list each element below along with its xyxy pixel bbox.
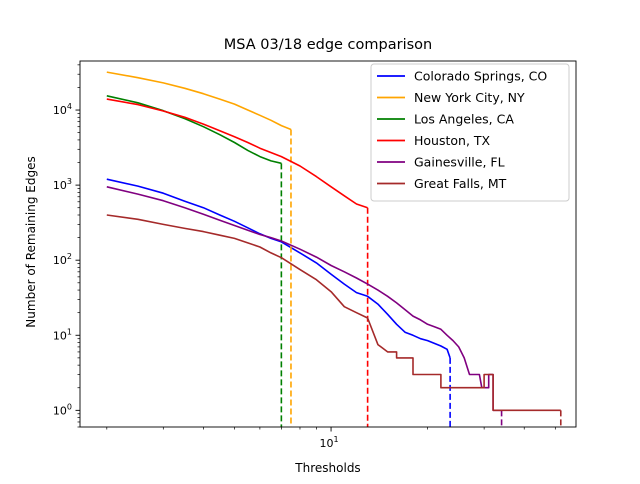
series-great-falls-mt <box>106 214 562 427</box>
legend-box <box>370 63 570 202</box>
y-tick-label: 100 <box>53 402 72 417</box>
series-gainesville-fl <box>106 186 503 427</box>
chart-title: MSA 03/18 edge comparison <box>224 37 432 53</box>
legend-label: Colorado Springs, CO <box>414 69 547 84</box>
y-tick-label: 103 <box>53 177 72 192</box>
x-tick-label: 101 <box>320 435 339 450</box>
y-tick-label: 101 <box>53 327 72 342</box>
y-tick-label: 104 <box>53 102 72 117</box>
series-line-colorado-springs-co <box>106 178 451 359</box>
legend-item-great-falls-mt: Great Falls, MT <box>377 176 507 191</box>
legend: Colorado Springs, CO New York City, NY Los… <box>370 63 570 202</box>
legend-item-houston-tx: Houston, TX <box>377 133 491 148</box>
legend-item-colorado-springs-co: Colorado Springs, CO <box>377 69 547 84</box>
legend-label: Los Angeles, CA <box>414 112 514 127</box>
series-new-york-city-ny <box>106 71 292 427</box>
y-tick-label: 102 <box>53 252 72 267</box>
series-line-los-angeles-ca <box>106 95 282 165</box>
y-axis-label: Number of Remaining Edges <box>24 156 38 327</box>
axes-layer: 101 100 101 102 103 104 <box>53 60 577 450</box>
legend-item-los-angeles-ca: Los Angeles, CA <box>377 112 514 127</box>
series-houston-tx <box>106 98 369 427</box>
series-colorado-springs-co <box>106 178 451 427</box>
series-line-gainesville-fl <box>106 186 502 412</box>
legend-item-gainesville-fl: Gainesville, FL <box>377 155 505 170</box>
legend-label: New York City, NY <box>414 90 525 105</box>
legend-label: Great Falls, MT <box>414 176 507 191</box>
series-line-houston-tx <box>106 98 368 209</box>
legend-item-new-york-city-ny: New York City, NY <box>377 90 525 105</box>
plot-frame <box>79 60 577 428</box>
series-layer <box>106 71 562 427</box>
legend-label: Gainesville, FL <box>414 155 505 170</box>
series-line-great-falls-mt <box>106 214 561 412</box>
series-line-new-york-city-ny <box>106 71 292 131</box>
x-axis-label: Thresholds <box>294 461 360 475</box>
legend-label: Houston, TX <box>414 133 491 148</box>
